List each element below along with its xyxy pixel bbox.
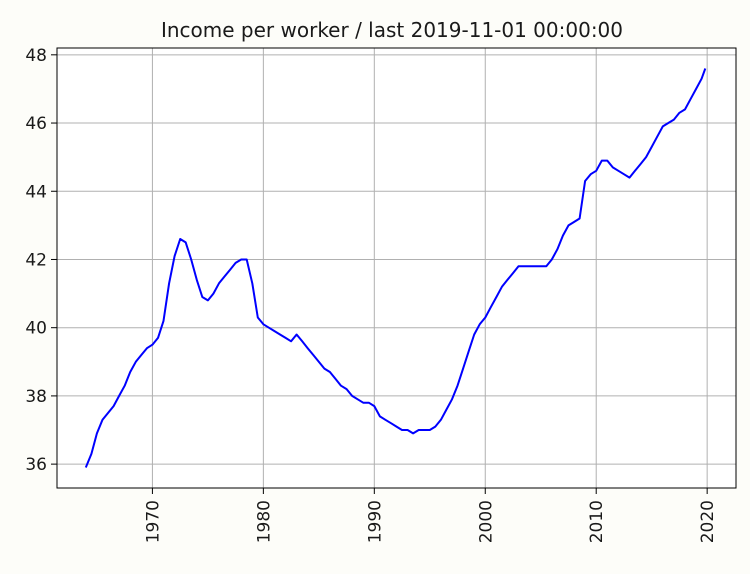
y-tick-label: 36: [25, 455, 47, 475]
y-axis: 36 38 40 42 44 46 48: [25, 46, 57, 475]
x-tick-label: 2020: [698, 500, 718, 543]
y-tick-label: 38: [25, 387, 47, 407]
y-tick-label: 48: [25, 46, 47, 66]
x-tick-label: 2000: [476, 500, 496, 543]
y-tick-label: 44: [25, 182, 47, 202]
x-tick-label: 1990: [365, 500, 385, 543]
chart-title: Income per worker / last 2019-11-01 00:0…: [161, 18, 623, 42]
x-tick-label: 2010: [587, 500, 607, 543]
series-line-0: [84, 68, 707, 468]
y-tick-label: 40: [25, 319, 47, 339]
y-tick-label: 42: [25, 250, 47, 270]
grid: [57, 48, 736, 488]
plot-frame: [56, 47, 737, 489]
x-tick-label: 1980: [254, 500, 274, 543]
y-tick-label: 46: [25, 114, 47, 134]
x-tick-label: 1970: [143, 500, 163, 543]
series-layer: [84, 68, 707, 468]
x-axis: 1970 1980 1990 2000 2010 2020: [143, 488, 718, 543]
plot-area: [57, 48, 736, 488]
